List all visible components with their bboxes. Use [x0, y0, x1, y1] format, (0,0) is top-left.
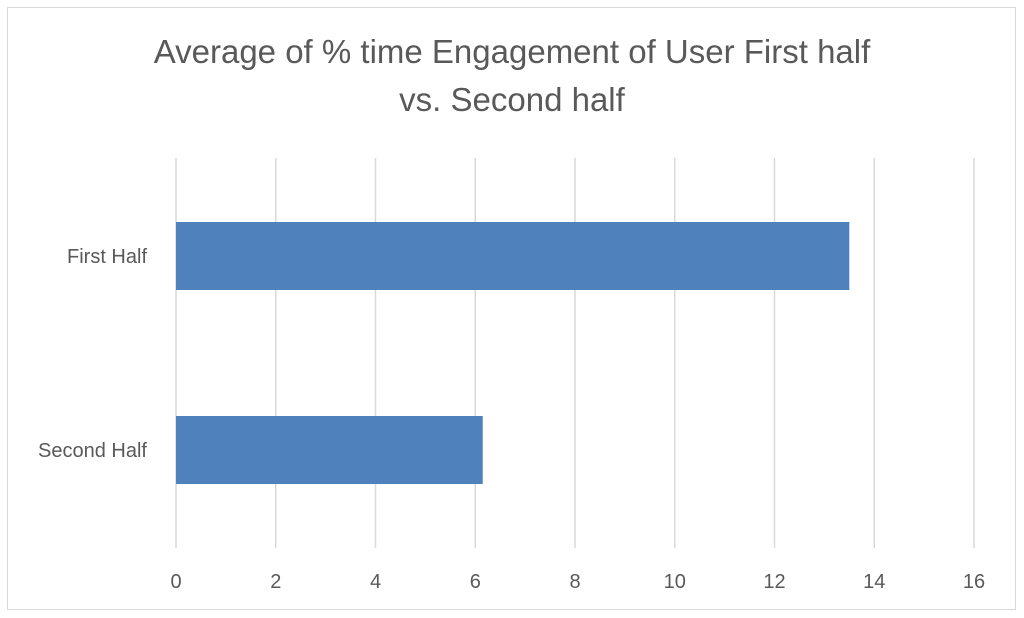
x-tick-label: 14 — [863, 571, 885, 593]
x-tick-label: 10 — [664, 571, 686, 593]
category-label: First Half — [67, 246, 147, 268]
chart-title-line-1: Average of % time Engagement of User Fir… — [153, 33, 871, 70]
x-tick-label: 6 — [470, 571, 481, 593]
x-tick-label: 16 — [963, 571, 985, 593]
chart-title: Average of % time Engagement of User Fir… — [0, 28, 1024, 124]
gridlines — [175, 158, 975, 548]
bars — [176, 222, 850, 484]
x-tick-label: 0 — [170, 571, 181, 593]
x-tick-label: 4 — [370, 571, 381, 593]
x-tick-label: 12 — [763, 571, 785, 593]
category-label: Second Half — [38, 440, 147, 462]
bar-first-half — [176, 222, 850, 290]
x-tick-label: 8 — [569, 571, 580, 593]
chart-frame — [7, 7, 1016, 610]
x-tick-label: 2 — [270, 571, 281, 593]
category-labels: First Half Second Half — [38, 246, 147, 462]
x-axis-tick-labels: 0 2 4 6 8 10 12 14 16 — [170, 571, 985, 593]
bar-second-half — [176, 416, 483, 484]
chart-title-line-2: vs. Second half — [399, 81, 625, 118]
